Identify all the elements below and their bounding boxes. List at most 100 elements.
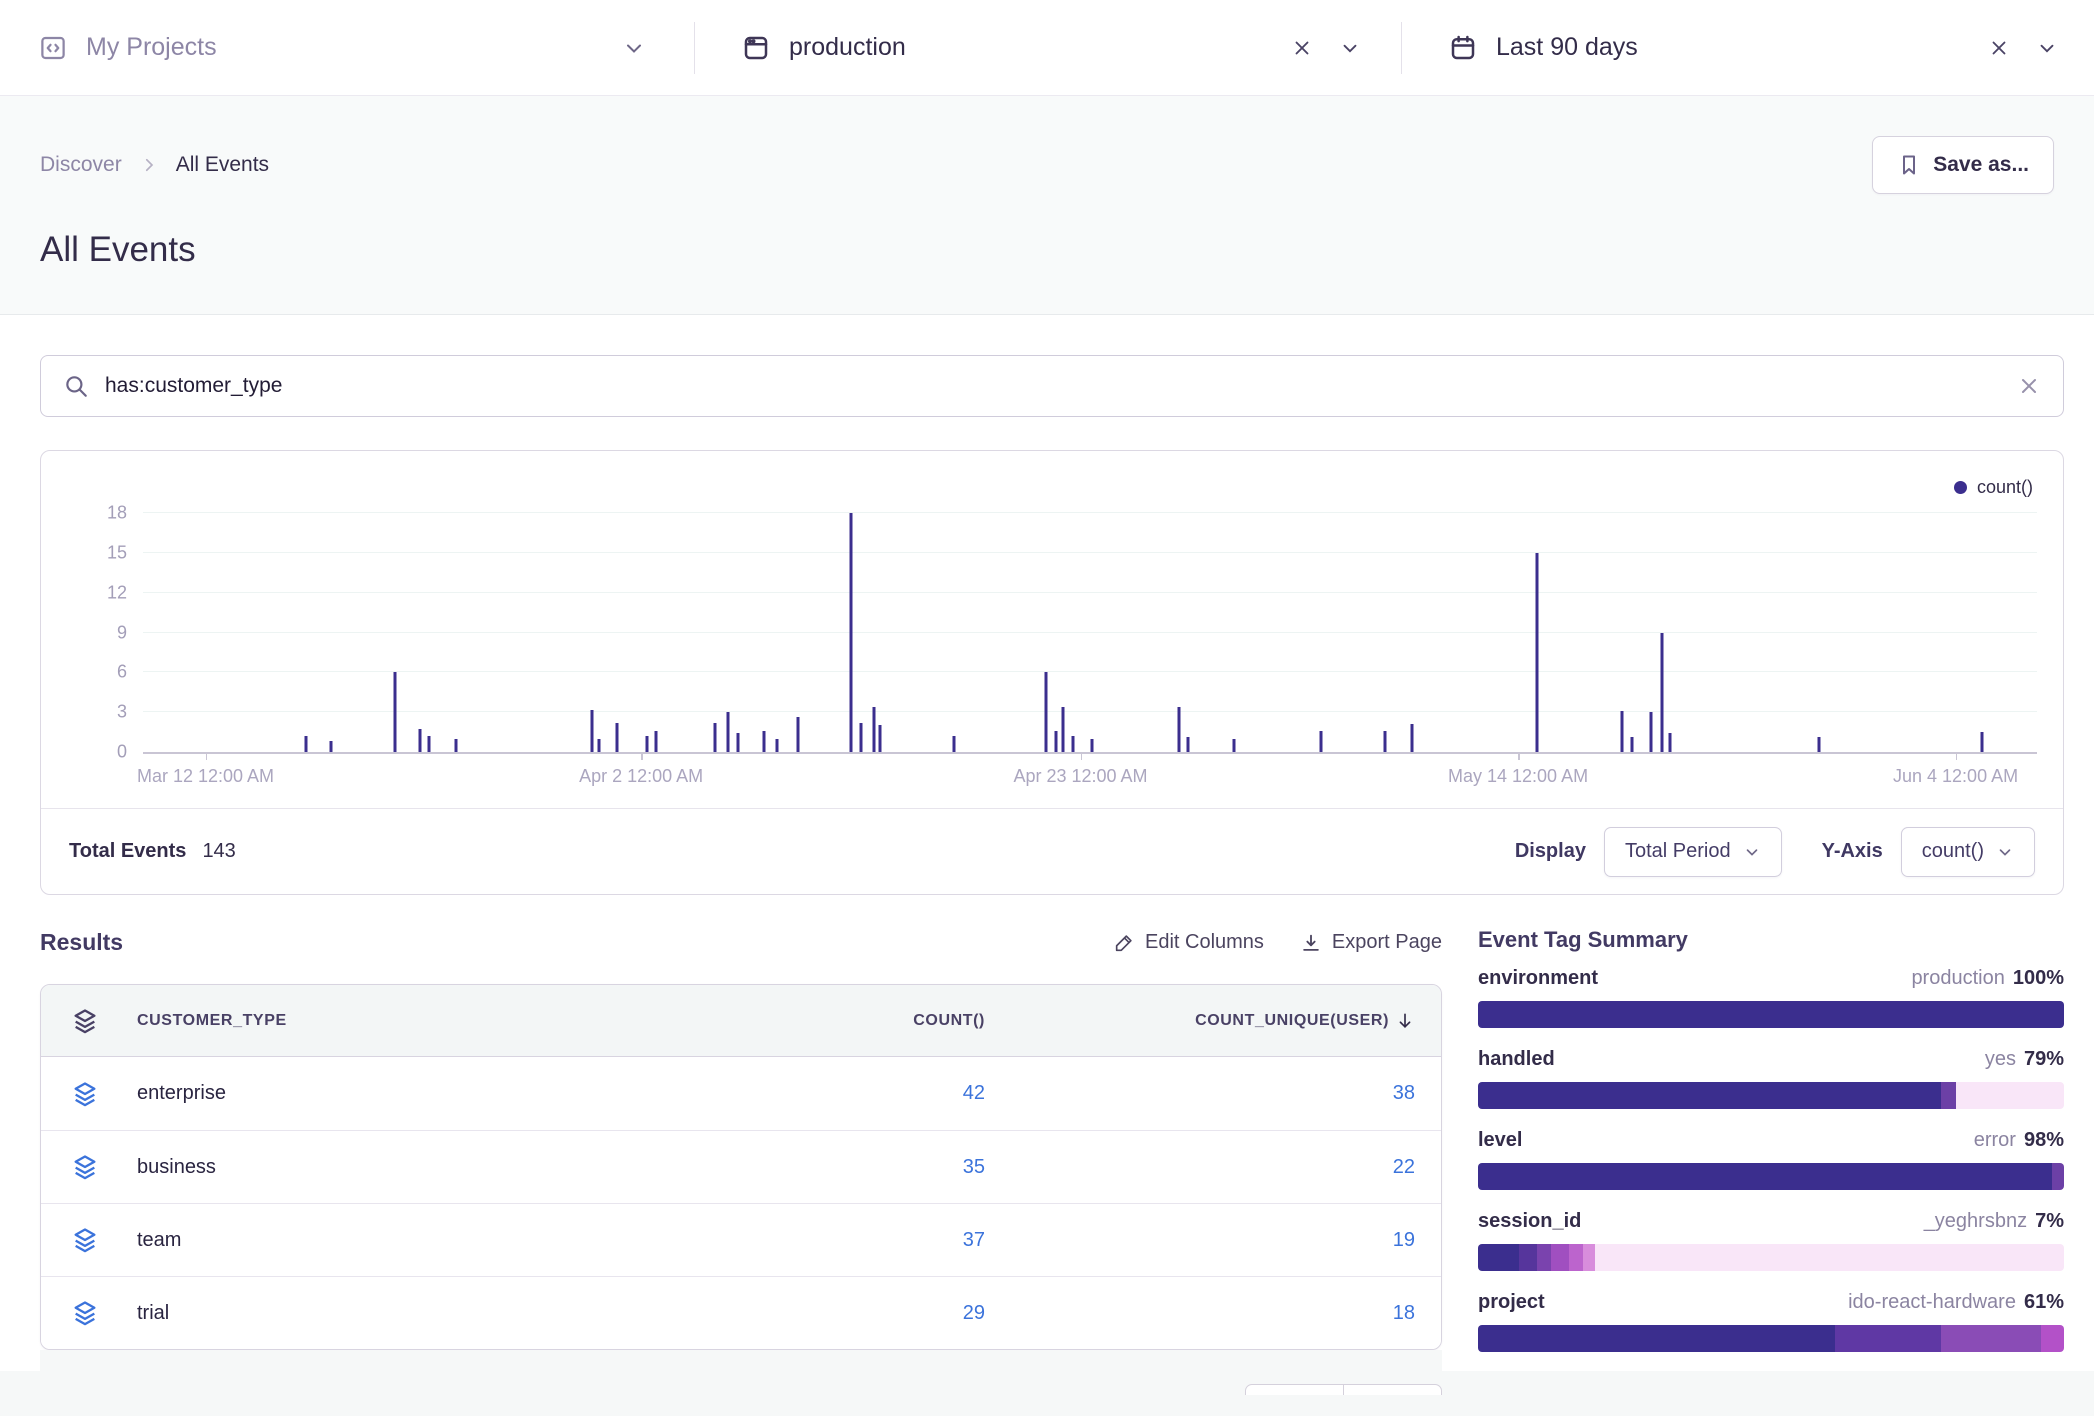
- tag-name: level: [1478, 1129, 1523, 1151]
- y-axis-dropdown[interactable]: count(): [1900, 826, 2035, 877]
- y-axis-dropdown-value: count(): [1921, 840, 1984, 862]
- chart-bar: [1535, 552, 1539, 752]
- chart-gridline: [143, 591, 2037, 593]
- tag-top-value: production 100%: [1911, 967, 2064, 989]
- customer-type-cell: trial: [137, 1301, 170, 1324]
- tag-bar-segment[interactable]: [1478, 1082, 1941, 1109]
- chart-bar: [454, 738, 457, 752]
- tag-distribution-bar[interactable]: [1478, 1082, 2064, 1109]
- export-page-button[interactable]: Export Page: [1300, 931, 1442, 954]
- clear-environment-icon[interactable]: [1291, 37, 1313, 59]
- tag-bar-segment[interactable]: [1568, 1244, 1584, 1271]
- tag-distribution-bar[interactable]: [1478, 1325, 2064, 1352]
- chart-bar: [1817, 737, 1821, 752]
- tag-bar-segment[interactable]: [1478, 1244, 1520, 1271]
- tag-name: project: [1478, 1291, 1545, 1313]
- column-header-count-unique[interactable]: COUNT_UNIQUE(USER): [985, 1011, 1415, 1031]
- tag-bar-segment[interactable]: [1551, 1244, 1569, 1271]
- display-dropdown-value: Total Period: [1624, 840, 1731, 862]
- customer-type-cell: enterprise: [137, 1082, 226, 1104]
- customer-type-cell: business: [137, 1155, 216, 1178]
- pagination-previous-button[interactable]: [1245, 1384, 1344, 1395]
- clear-search-icon[interactable]: [2017, 374, 2041, 398]
- count-unique-cell[interactable]: 18: [1392, 1301, 1415, 1324]
- chevron-down-icon[interactable]: [622, 36, 646, 60]
- tag-bar-segment[interactable]: [1478, 1163, 2053, 1190]
- chart-bar: [952, 736, 956, 752]
- count-unique-cell[interactable]: 19: [1392, 1228, 1415, 1251]
- tag-bar-segment[interactable]: [2040, 1325, 2064, 1352]
- table-row: trial 29 18: [41, 1276, 1441, 1349]
- search-input[interactable]: [105, 374, 2017, 398]
- chart-bar: [1668, 733, 1672, 752]
- count-cell[interactable]: 35: [962, 1155, 985, 1178]
- chart-bar: [1660, 632, 1664, 752]
- download-icon: [1300, 932, 1322, 954]
- projects-icon: [38, 33, 68, 63]
- column-header-customer-type[interactable]: CUSTOMER_TYPE: [137, 1011, 287, 1029]
- x-axis-tick-label: Apr 2 12:00 AM: [579, 766, 704, 786]
- layers-icon[interactable]: [71, 1299, 137, 1327]
- count-cell[interactable]: 29: [962, 1301, 985, 1324]
- chart-bar: [1620, 710, 1624, 752]
- tag-bar-segment[interactable]: [1595, 1244, 2064, 1271]
- events-chart-card: count() 0 3 6 9 12 15 18 Mar 12 12:00 AM Apr 2 1…: [40, 450, 2064, 895]
- tag-bar-segment[interactable]: [1478, 1325, 1836, 1352]
- tag-bar-segment[interactable]: [2052, 1163, 2064, 1190]
- tag-bar-segment[interactable]: [1835, 1325, 1941, 1352]
- column-header-count[interactable]: COUNT(): [913, 1011, 985, 1029]
- chevron-down-icon[interactable]: [2036, 37, 2058, 59]
- tag-bar-segment[interactable]: [1940, 1082, 1956, 1109]
- chevron-down-icon: [1743, 843, 1761, 861]
- chart-bar: [427, 736, 431, 752]
- date-range-filter[interactable]: Last 90 days: [1402, 0, 2094, 95]
- chart-bar: [597, 738, 601, 752]
- chart-bar: [849, 513, 853, 752]
- tag-bar-segment[interactable]: [1536, 1244, 1552, 1271]
- count-cell[interactable]: 42: [962, 1082, 985, 1104]
- x-axis-tick-mark: [641, 752, 643, 760]
- clear-date-range-icon[interactable]: [1988, 37, 2010, 59]
- export-page-label: Export Page: [1331, 931, 1442, 953]
- tag-bar-segment[interactable]: [1478, 1001, 2064, 1028]
- chart-legend[interactable]: count(): [1953, 477, 2033, 498]
- count-unique-cell[interactable]: 38: [1392, 1082, 1415, 1104]
- chevron-down-icon[interactable]: [1339, 37, 1361, 59]
- column-header-count-unique-label: COUNT_UNIQUE(USER): [1195, 1011, 1389, 1029]
- chart-bar: [1410, 724, 1414, 752]
- project-selector-label: My Projects: [86, 33, 217, 61]
- layers-icon[interactable]: [71, 1226, 137, 1254]
- y-axis-tick-label: 3: [116, 701, 127, 722]
- tag-distribution-bar[interactable]: [1478, 1244, 2064, 1271]
- breadcrumb-discover-link[interactable]: Discover: [40, 153, 122, 176]
- breadcrumb: Discover All Events: [40, 153, 269, 177]
- chart-bar: [1044, 672, 1048, 752]
- display-dropdown[interactable]: Total Period: [1603, 826, 1782, 877]
- x-axis-tick-label: Apr 23 12:00 AM: [1013, 766, 1148, 786]
- count-unique-cell[interactable]: 22: [1392, 1155, 1415, 1178]
- tag-bar-segment[interactable]: [1583, 1244, 1596, 1271]
- tag-distribution-bar[interactable]: [1478, 1163, 2064, 1190]
- tag-distribution-bar[interactable]: [1478, 1001, 2064, 1028]
- chart-bar: [1980, 732, 1984, 752]
- tag-bar-segment[interactable]: [1955, 1082, 2064, 1109]
- tag-bar-segment[interactable]: [1940, 1325, 2041, 1352]
- legend-dot-icon: [1953, 481, 1967, 494]
- edit-columns-button[interactable]: Edit Columns: [1113, 931, 1264, 954]
- pagination-next-button[interactable]: [1343, 1384, 1442, 1395]
- environment-filter[interactable]: production: [695, 0, 1401, 95]
- layers-icon[interactable]: [71, 1080, 137, 1108]
- tag-bar-segment[interactable]: [1519, 1244, 1537, 1271]
- count-cell[interactable]: 37: [962, 1228, 985, 1251]
- pagination-area: [40, 1350, 1442, 1395]
- y-axis-tick-label: 12: [106, 582, 127, 603]
- chart-gridline: [143, 711, 2037, 713]
- project-selector[interactable]: My Projects: [0, 0, 694, 95]
- chart-bar: [418, 729, 422, 752]
- chart-bar: [1630, 737, 1634, 752]
- layers-icon[interactable]: [71, 1153, 137, 1181]
- chart-bar: [736, 733, 740, 752]
- save-as-button[interactable]: Save as...: [1872, 136, 2054, 194]
- chart-gridline: [143, 512, 2037, 513]
- tag-top-value: yes 79%: [1984, 1048, 2064, 1070]
